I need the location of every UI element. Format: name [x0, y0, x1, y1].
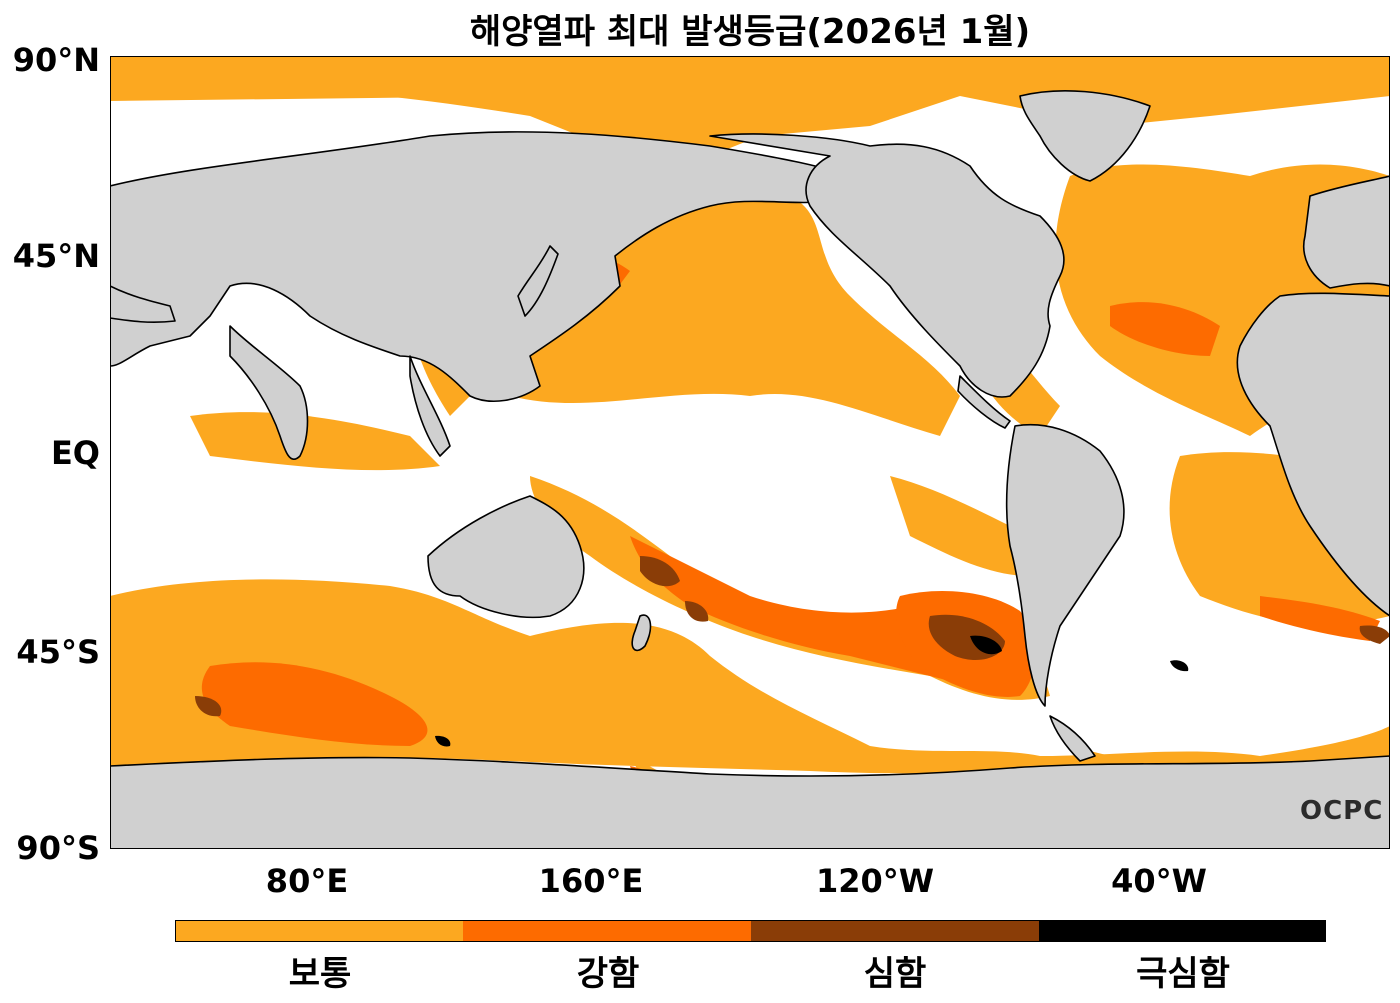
map-frame: [110, 56, 1390, 849]
figure-title: 해양열파 최대 발생등급(2026년 1월): [469, 12, 1031, 52]
lat-label-45s: 45°S: [16, 633, 100, 671]
legend-label-moderate: 보통: [288, 954, 352, 994]
lon-label-40w: 40°W: [1111, 862, 1207, 900]
heatwave-map: [110, 56, 1390, 849]
legend-swatch-severe: [751, 920, 1039, 942]
lat-label-90n: 90°N: [12, 41, 100, 79]
legend-swatch-strong: [463, 920, 751, 942]
legend-swatch-extreme: [1039, 920, 1326, 942]
legend-label-strong: 강함: [576, 954, 640, 994]
land-masses: [110, 90, 1390, 849]
lat-label-45n: 45°N: [12, 237, 100, 275]
lon-label-160e: 160°E: [538, 862, 644, 900]
lat-label-90s: 90°S: [16, 829, 100, 867]
lon-label-80e: 80°E: [265, 862, 349, 900]
legend-label-extreme: 극심함: [1136, 954, 1230, 994]
lat-label-eq: EQ: [50, 434, 100, 472]
ocpc-logo-watermark: OCPC: [1300, 796, 1384, 826]
legend-label-severe: 심함: [863, 954, 927, 994]
legend-swatch-moderate: [175, 920, 463, 942]
lon-label-120w: 120°W: [815, 862, 935, 900]
